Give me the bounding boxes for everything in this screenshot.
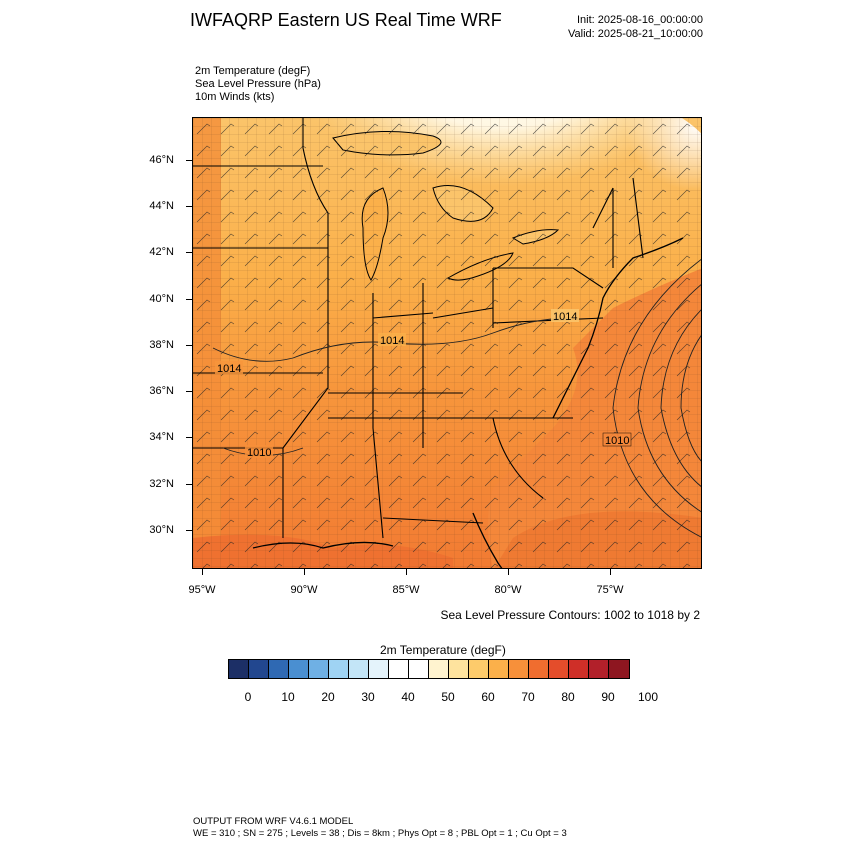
colorbar-swatch [529,660,549,678]
lat-label: 34°N [149,431,174,443]
weather-map: 1014 1014 1010 1010 1014 [193,118,701,568]
init-time: Init: 2025-08-16_00:00:00 [577,14,703,26]
colorbar-tick-label: 30 [361,690,375,704]
colorbar-tick-label: 60 [481,690,495,704]
pressure-label: 1014 [380,335,404,347]
field-temperature: 2m Temperature (degF) [195,65,311,77]
lon-label: 75°W [596,584,624,596]
lon-label: 90°W [290,584,318,596]
field-list: 2m Temperature (degF) Sea Level Pressure… [195,65,321,104]
colorbar-swatch [509,660,529,678]
lat-label: 30°N [149,524,174,536]
lon-label: 80°W [494,584,522,596]
colorbar-swatch [229,660,249,678]
colorbar-swatch [309,660,329,678]
colorbar-tick-label: 20 [321,690,335,704]
plot-title: IWFAQRP Eastern US Real Time WRF [190,10,502,30]
colorbar-swatch [569,660,589,678]
pressure-labels: 1014 1014 1010 1010 1014 [215,309,632,459]
colorbar-tick-label: 0 [244,690,252,704]
colorbar-tick-label: 100 [637,690,659,704]
state-borders [193,118,644,539]
colorbar-swatch [269,660,289,678]
colorbar-swatch [489,660,509,678]
contour-note: Sea Level Pressure Contours: 1002 to 101… [440,608,701,622]
temperature-colorbar [228,659,630,679]
pressure-label: 1014 [553,311,577,323]
colorbar-swatch [609,660,629,678]
colorbar-title: 2m Temperature (degF) [380,643,506,657]
colorbar-tick-label: 10 [281,690,295,704]
lon-label: 85°W [392,584,420,596]
lat-label: 44°N [149,200,174,212]
colorbar-swatch [369,660,389,678]
colorbar-tick-label: 90 [601,690,615,704]
colorbar-swatch [329,660,349,678]
colorbar-swatch [589,660,609,678]
colorbar-tick-label: 70 [521,690,535,704]
valid-time: Valid: 2025-08-21_10:00:00 [568,28,703,40]
footer-config: WE = 310 ; SN = 275 ; Levels = 38 ; Dis … [193,828,567,839]
pressure-label: 1010 [605,435,629,447]
colorbar-tick-label: 50 [441,690,455,704]
colorbar-swatch [429,660,449,678]
colorbar-swatch [549,660,569,678]
colorbar-tick-label: 80 [561,690,575,704]
lat-label: 32°N [149,478,174,490]
colorbar-swatch [389,660,409,678]
pressure-contours [212,258,701,538]
colorbar-tick-label: 40 [401,690,415,704]
map-panel: 1014 1014 1010 1010 1014 [192,117,702,569]
colorbar-swatch [469,660,489,678]
colorbar-swatch [349,660,369,678]
pressure-label: 1014 [217,363,241,375]
lat-label: 36°N [149,385,174,397]
colorbar-swatch [449,660,469,678]
lon-label: 95°W [188,584,216,596]
run-times: Init: 2025-08-16_00:00:00 Valid: 2025-08… [568,13,703,41]
footer-model: OUTPUT FROM WRF V4.6.1 MODEL [193,816,354,827]
model-footer: OUTPUT FROM WRF V4.6.1 MODEL WE = 310 ; … [193,816,567,840]
lat-label: 38°N [149,339,174,351]
field-winds: 10m Winds (kts) [195,91,275,103]
colorbar-swatch [289,660,309,678]
colorbar-swatch [409,660,429,678]
lat-label: 42°N [149,246,174,258]
field-pressure: Sea Level Pressure (hPa) [195,78,321,90]
lat-label: 46°N [149,154,174,166]
pressure-label: 1010 [247,447,271,459]
coastline [552,237,684,419]
colorbar-swatch [249,660,269,678]
lat-label: 40°N [149,293,174,305]
